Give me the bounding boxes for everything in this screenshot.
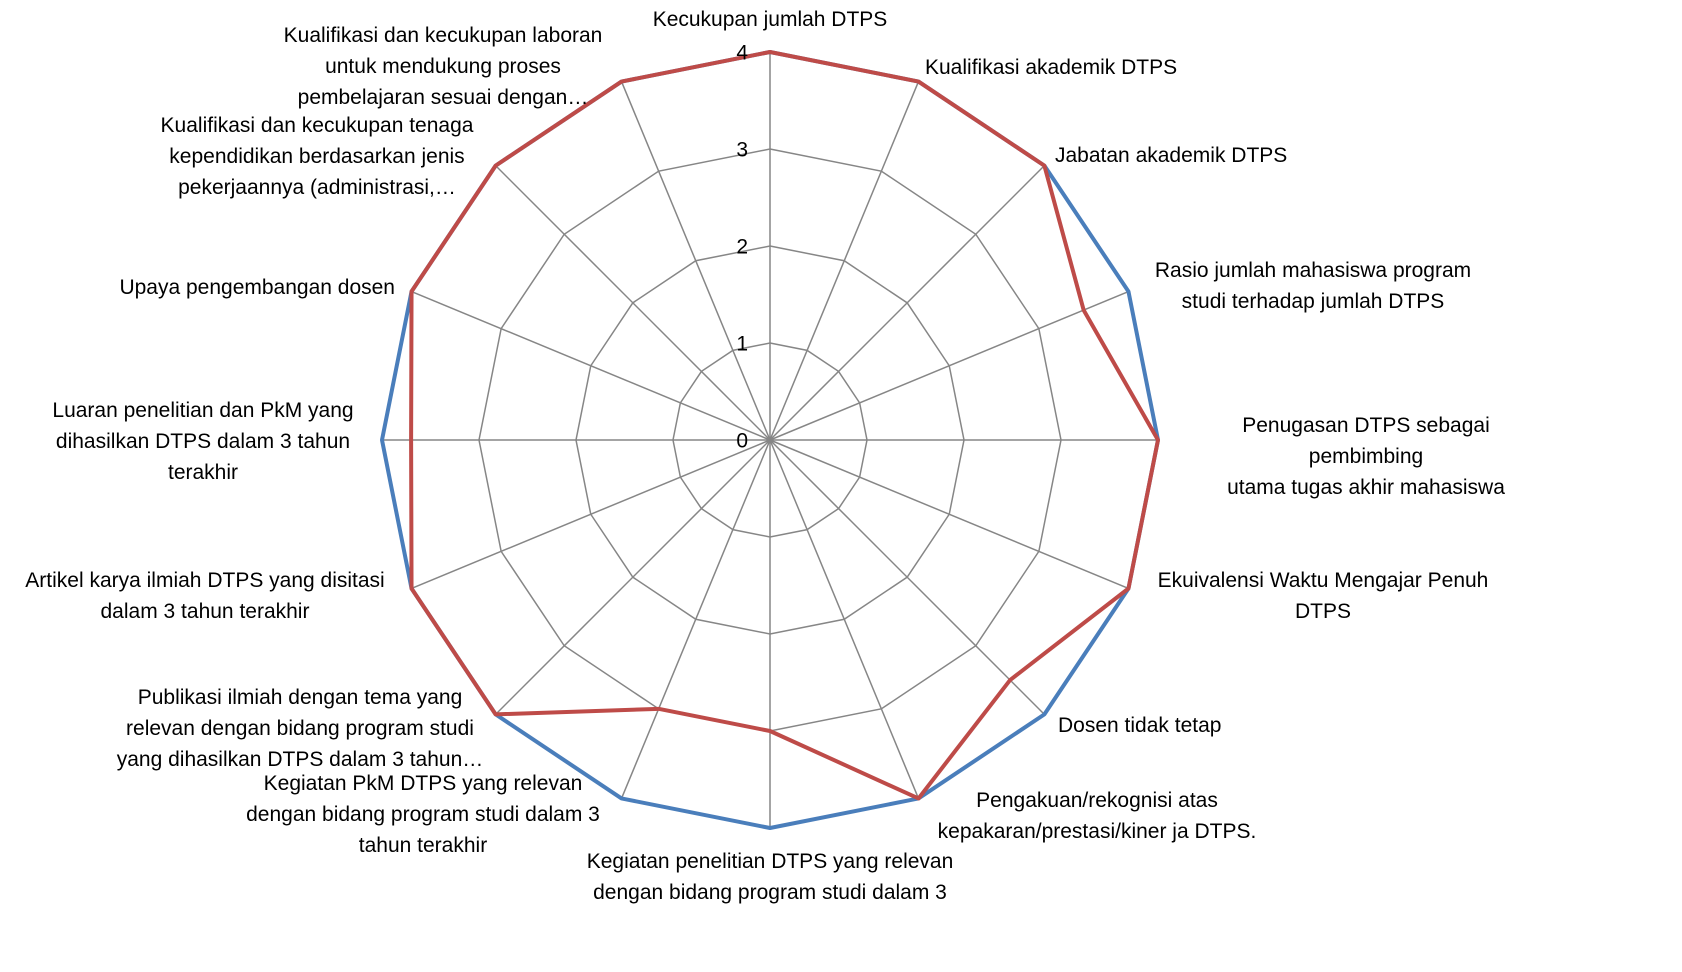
y-tick-label: 0 (736, 430, 748, 453)
spoke (411, 290, 771, 441)
category-label: Luaran penelitian dan PkM yang dihasilka… (52, 399, 354, 484)
spoke (769, 290, 1129, 441)
category-label: Pengakuan/rekognisi atas kepakaran/prest… (937, 789, 1257, 843)
spoke (769, 81, 920, 441)
spoke (495, 439, 771, 715)
spoke (769, 439, 1129, 590)
category-label: Kualifikasi dan kecukupan tenaga kependi… (160, 114, 474, 199)
y-tick-label: 4 (736, 42, 748, 65)
y-tick-label: 3 (736, 139, 748, 162)
spoke (769, 439, 920, 799)
spoke (411, 439, 771, 590)
y-tick-label: 2 (736, 236, 748, 259)
spoke (620, 439, 771, 799)
series-line (409, 50, 1160, 801)
spoke (620, 81, 771, 441)
category-label: Jabatan akademik DTPS (1055, 144, 1288, 167)
y-tick-label: 1 (736, 333, 748, 356)
category-label: Penugasan DTPS sebagai pembimbing utama … (1227, 414, 1505, 499)
category-label: Upaya pengembangan dosen (119, 276, 395, 299)
category-label: Kegiatan PkM DTPS yang relevan dengan bi… (246, 772, 600, 857)
spoke (769, 439, 1045, 715)
category-label: Dosen tidak tetap (1058, 714, 1222, 737)
category-label: Rasio jumlah mahasiswa program studi ter… (1154, 259, 1472, 313)
category-label: Kualifikasi dan kecukupan laboran untuk … (283, 24, 603, 109)
category-label: Ekuivalensi Waktu Mengajar Penuh DTPS (1157, 569, 1489, 623)
spoke (769, 165, 1045, 441)
category-label: Kualifikasi akademik DTPS (925, 56, 1178, 79)
spoke (495, 165, 771, 441)
category-label: Kegiatan penelitian DTPS yang relevan de… (586, 850, 954, 904)
category-label: Artikel karya ilmiah DTPS yang disitasi … (25, 569, 385, 623)
category-label: Publikasi ilmiah dengan tema yang releva… (116, 686, 484, 771)
category-label: Kecukupan jumlah DTPS (652, 8, 888, 31)
